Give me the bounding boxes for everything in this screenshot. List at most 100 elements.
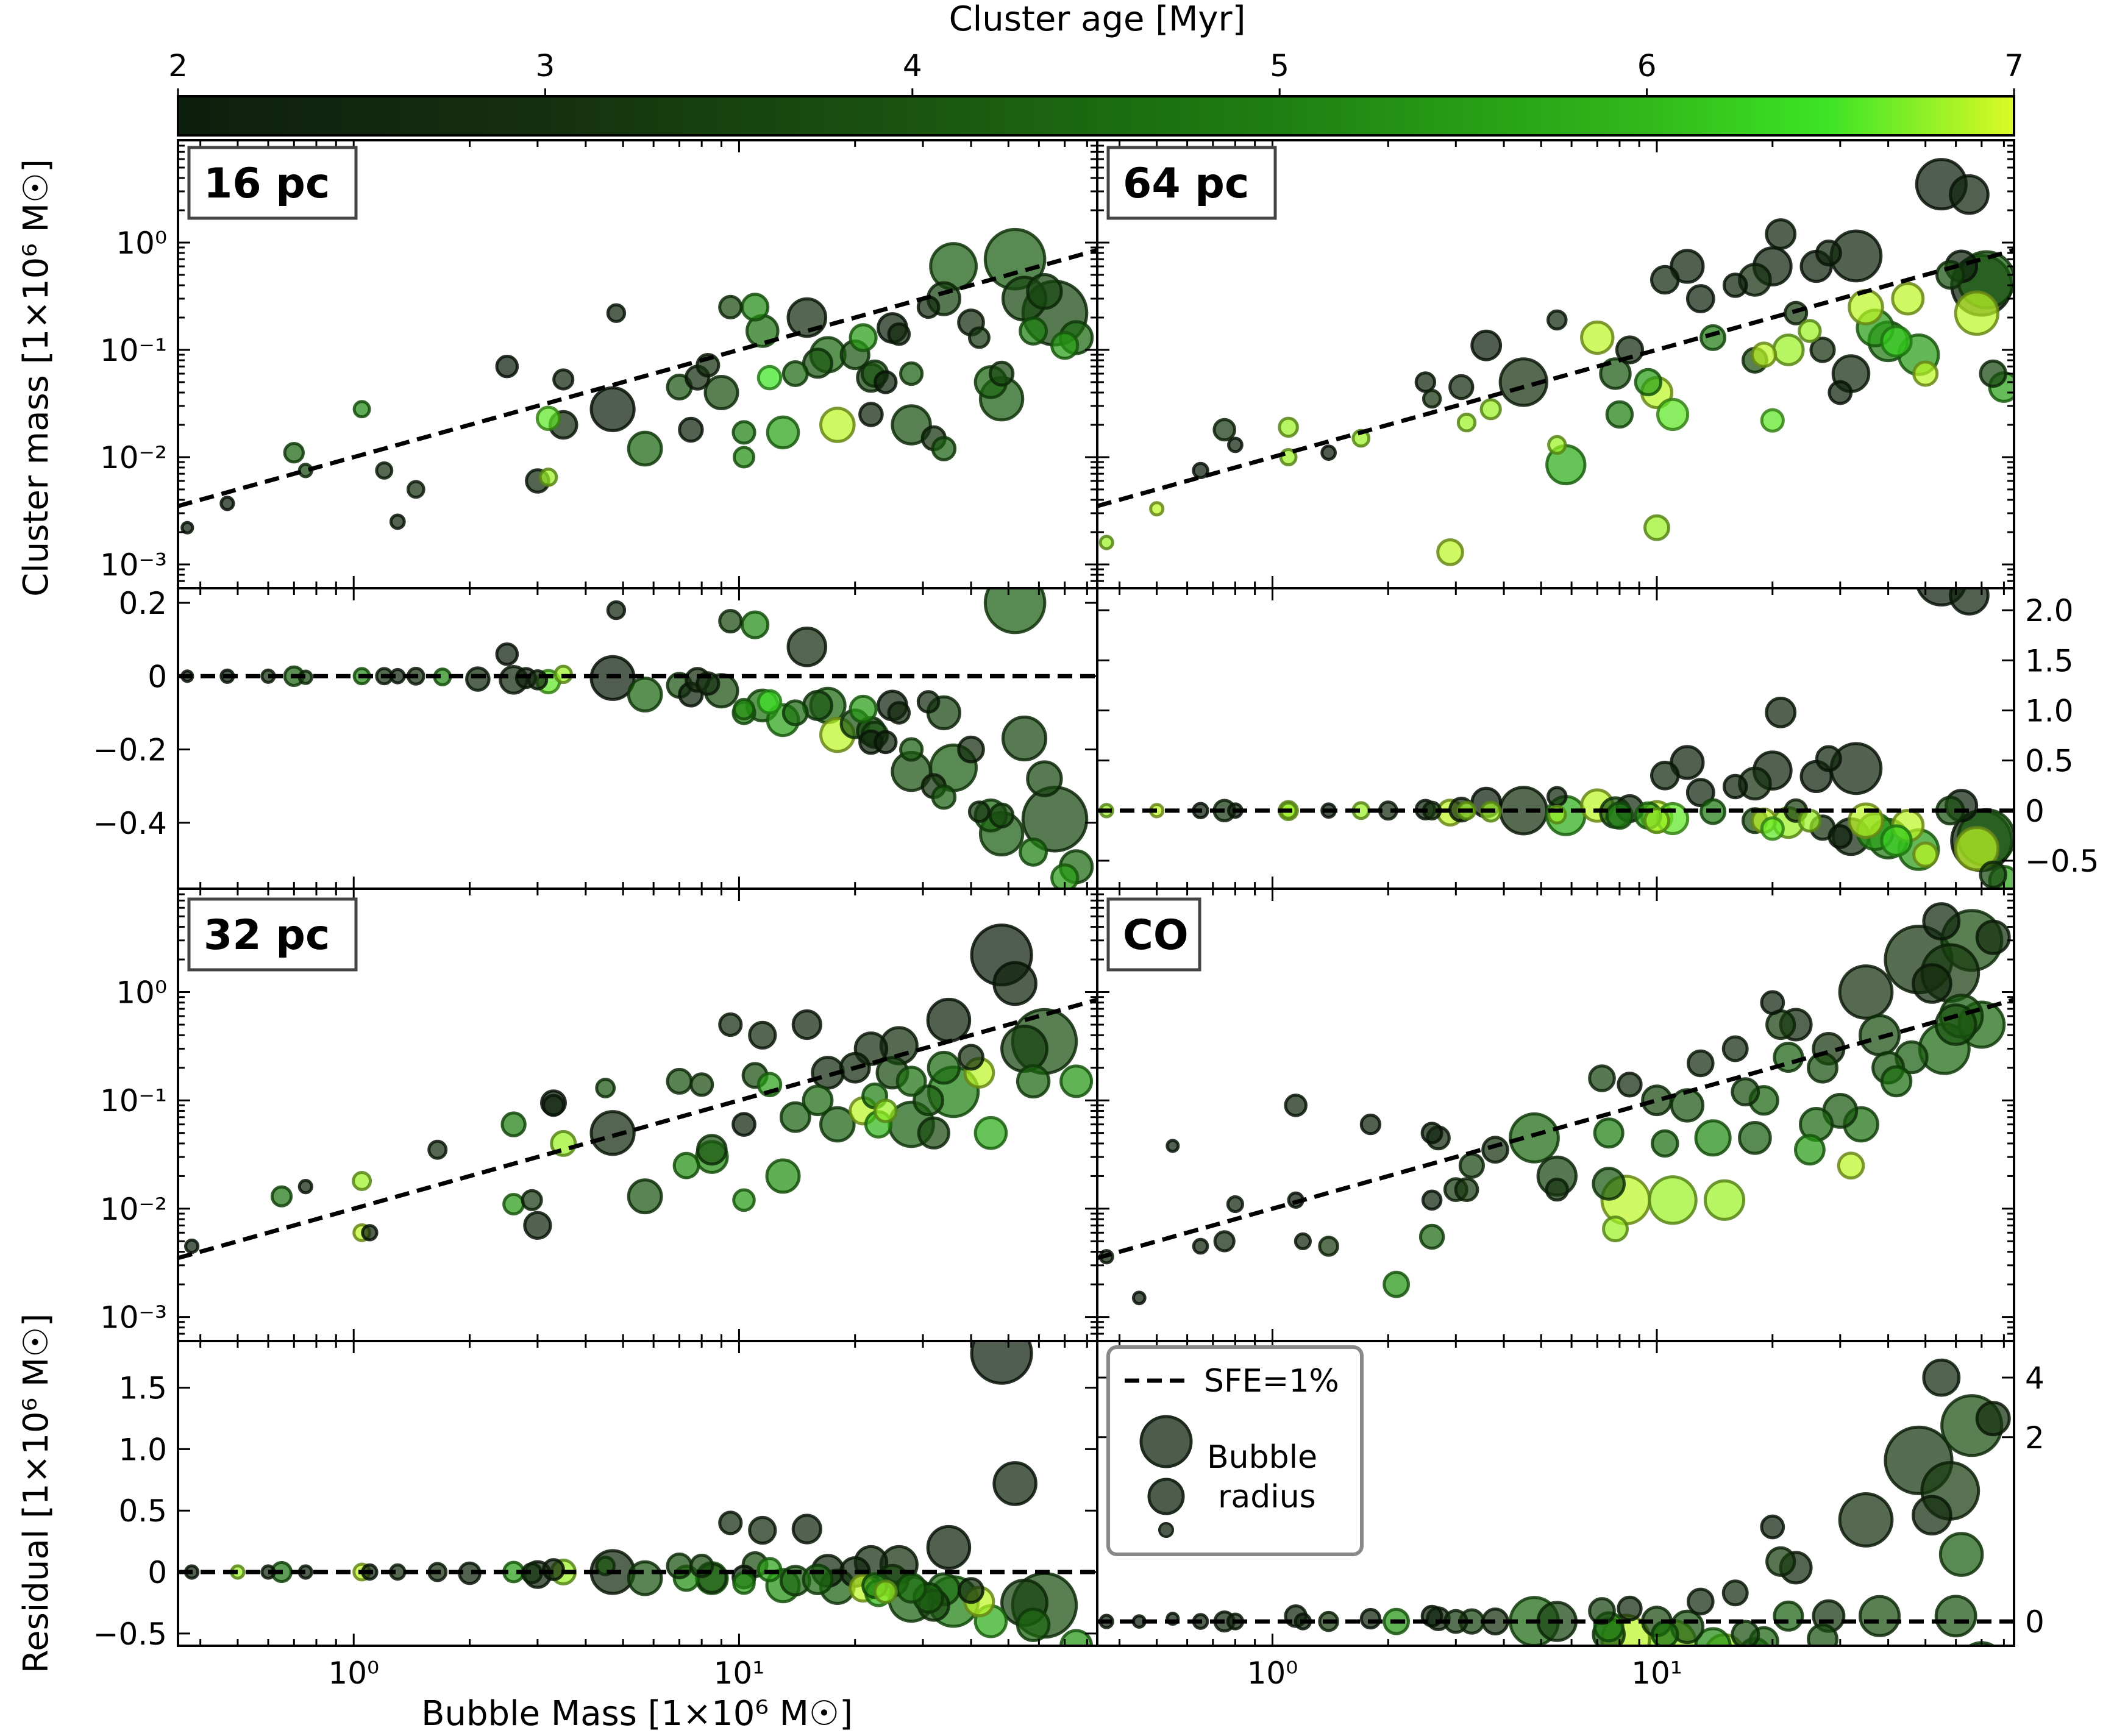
bubble-point bbox=[1949, 588, 1990, 616]
legend-line-label: SFE=1% bbox=[1204, 1363, 1339, 1400]
bubble-point bbox=[1738, 1121, 1772, 1155]
bubble-point bbox=[1765, 1009, 1796, 1041]
bubble-point bbox=[1546, 786, 1568, 808]
bubble-point bbox=[874, 370, 898, 394]
bubble-point bbox=[1001, 715, 1048, 762]
bubble-point bbox=[1592, 1167, 1626, 1201]
bubble-point bbox=[858, 402, 884, 427]
bubble-point bbox=[689, 1072, 714, 1097]
bubble-layer bbox=[184, 923, 1094, 1254]
panel-label-box bbox=[1106, 146, 1277, 220]
bubble-point bbox=[1284, 1094, 1308, 1117]
y-tick-label: −0.5 bbox=[93, 1617, 167, 1652]
bubble-point bbox=[1880, 1065, 1913, 1098]
bubble-point bbox=[1912, 360, 1939, 387]
bubble-point bbox=[718, 609, 743, 634]
y-tick-label: 10⁰ bbox=[116, 226, 167, 261]
bubble-point bbox=[1838, 1492, 1894, 1548]
x-tick-label: 10¹ bbox=[714, 1656, 765, 1691]
bubble-point bbox=[931, 436, 957, 461]
bubble-point bbox=[873, 1098, 898, 1123]
bubble-point bbox=[1546, 309, 1568, 331]
bubble-point bbox=[1436, 538, 1464, 566]
bubble-point bbox=[1798, 319, 1822, 343]
bubble-point bbox=[1721, 1579, 1749, 1607]
y-tick-label: 10⁻¹ bbox=[100, 333, 167, 368]
bubble-point bbox=[1880, 325, 1913, 358]
bubble-point bbox=[1796, 1654, 1824, 1683]
colorbar-gradient bbox=[177, 95, 2015, 137]
bubble-point bbox=[992, 961, 1037, 1006]
bubble-point bbox=[958, 1044, 984, 1071]
bubble-point bbox=[1166, 1139, 1180, 1153]
bubble-point bbox=[1651, 1129, 1679, 1158]
bubble-point bbox=[1798, 808, 1822, 833]
bubble-layer bbox=[1098, 158, 2014, 566]
bubble-point bbox=[542, 1558, 565, 1581]
bubble-point bbox=[1019, 316, 1048, 346]
bubble-point bbox=[589, 1110, 636, 1156]
bubble-layer bbox=[180, 227, 1094, 535]
bubble-point bbox=[427, 1139, 448, 1160]
bubble-point bbox=[1481, 1136, 1509, 1164]
legend: SFE=1% Bubble radius bbox=[1106, 1345, 1364, 1556]
bubble-point bbox=[1699, 324, 1727, 351]
bubble-point bbox=[802, 1563, 834, 1596]
bubble-point bbox=[375, 461, 394, 480]
bubble-point bbox=[270, 1185, 293, 1208]
bubble-point bbox=[926, 1524, 972, 1570]
y-tick-label: 2.0 bbox=[2025, 593, 2074, 628]
bubble-point bbox=[1227, 436, 1244, 454]
panel-frame bbox=[1096, 1340, 2015, 1647]
bubble-point bbox=[983, 588, 1047, 635]
bubble-point bbox=[1026, 760, 1063, 797]
bubble-point bbox=[678, 416, 704, 443]
bubble-point bbox=[1479, 398, 1502, 421]
bubble-point bbox=[1912, 963, 1952, 1004]
y-tick-label: 0 bbox=[2025, 1604, 2045, 1640]
bubble-point bbox=[1422, 389, 1442, 409]
bubble-point bbox=[895, 1572, 927, 1604]
colorbar-tick-label: 6 bbox=[1637, 48, 1657, 84]
bubble-point bbox=[1615, 335, 1645, 365]
bubble-point bbox=[389, 513, 406, 530]
bubble-point bbox=[535, 405, 561, 432]
bubble-point bbox=[297, 1179, 313, 1195]
bubble-point bbox=[696, 1134, 728, 1166]
panel-label: 32 pc bbox=[204, 911, 330, 959]
panel-label-box bbox=[187, 146, 358, 220]
bubble-point bbox=[1765, 1546, 1796, 1577]
bubble-point bbox=[1912, 1495, 1952, 1535]
bubble-point bbox=[849, 694, 878, 724]
bubble-point bbox=[1873, 1650, 1904, 1681]
bubble-point bbox=[1498, 357, 1549, 407]
bubble-layer bbox=[180, 588, 1094, 889]
x-tick-label: 10⁰ bbox=[328, 1656, 379, 1691]
bubble-point bbox=[781, 360, 809, 387]
panel-32-pc: 10⁰ 10⁻¹ 10⁻² 10⁻³ 32 pc bbox=[100, 888, 1098, 1342]
bubble-point bbox=[819, 407, 856, 443]
bubble-point bbox=[1801, 1649, 1832, 1681]
bubble-point bbox=[917, 1116, 950, 1150]
bubble-point bbox=[500, 1111, 527, 1137]
colorbar-tick-label: 4 bbox=[903, 48, 922, 84]
bubble-point bbox=[1815, 745, 1842, 772]
panel-16-pc: 10⁰ 10⁻¹ 10⁻² 10⁻³ 16 pc bbox=[100, 139, 1098, 589]
bubble-point bbox=[973, 1115, 1008, 1150]
bubble-point bbox=[1935, 260, 1965, 290]
bubble-point bbox=[1456, 413, 1477, 433]
fit-line-sfe bbox=[178, 247, 1097, 508]
bubble-point bbox=[891, 404, 932, 446]
bubble-point bbox=[465, 666, 491, 692]
bubble-point bbox=[1605, 801, 1634, 830]
bubble-point bbox=[1016, 1607, 1051, 1642]
bubble-point bbox=[1643, 807, 1670, 834]
bubble-point bbox=[1809, 336, 1836, 363]
bubble-point bbox=[781, 699, 809, 727]
bubble-point bbox=[1772, 333, 1805, 366]
panel-64-pc-residual: 2.0 1.5 1.0 0.5 0 −0.5 bbox=[1096, 587, 2099, 890]
bubble-point bbox=[666, 1067, 693, 1095]
y-tick-label: −0.2 bbox=[93, 733, 167, 768]
bubble-point bbox=[1765, 696, 1797, 728]
